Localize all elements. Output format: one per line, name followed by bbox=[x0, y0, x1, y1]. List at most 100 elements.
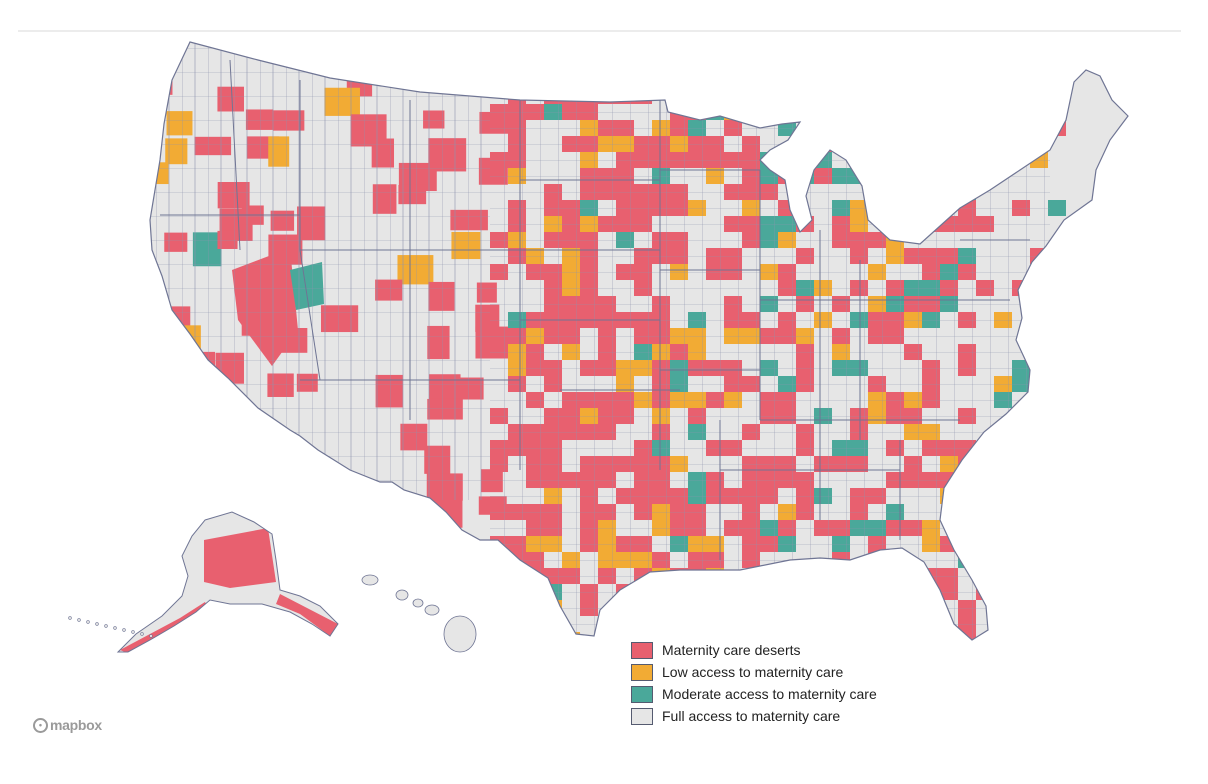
county-shape[interactable] bbox=[544, 616, 562, 632]
county-shape[interactable] bbox=[958, 488, 976, 504]
county-shape[interactable] bbox=[958, 136, 976, 152]
county-shape[interactable] bbox=[490, 632, 508, 648]
county-shape[interactable] bbox=[850, 120, 868, 136]
county-shape[interactable] bbox=[850, 600, 868, 616]
county-shape[interactable] bbox=[598, 40, 616, 56]
county-shape[interactable] bbox=[976, 456, 994, 472]
county-shape[interactable] bbox=[706, 88, 724, 104]
county-shape[interactable] bbox=[814, 136, 832, 152]
hawaii-island[interactable] bbox=[395, 589, 409, 601]
county-shape[interactable] bbox=[958, 88, 976, 104]
county-shape[interactable] bbox=[796, 40, 814, 56]
county-shape[interactable] bbox=[670, 584, 688, 600]
county-shape[interactable] bbox=[1048, 344, 1066, 360]
county-shape[interactable] bbox=[544, 72, 562, 88]
county-shape[interactable] bbox=[868, 136, 886, 152]
county-shape[interactable] bbox=[652, 72, 670, 88]
county-shape[interactable] bbox=[508, 648, 526, 664]
county-shape[interactable] bbox=[778, 40, 796, 56]
county-shape[interactable] bbox=[886, 552, 904, 568]
alaska-county-layer[interactable] bbox=[120, 528, 338, 654]
county-shape[interactable] bbox=[976, 56, 994, 72]
county-shape[interactable] bbox=[322, 472, 357, 504]
county-shape[interactable] bbox=[904, 72, 922, 88]
county-shape[interactable] bbox=[544, 56, 562, 72]
county-shape[interactable] bbox=[778, 616, 796, 632]
county-shape[interactable] bbox=[427, 498, 463, 528]
county-shape[interactable] bbox=[850, 40, 868, 56]
county-shape[interactable] bbox=[958, 120, 976, 136]
county-shape[interactable] bbox=[940, 120, 958, 136]
county-shape[interactable] bbox=[634, 56, 652, 72]
county-shape[interactable] bbox=[634, 600, 652, 616]
county-shape[interactable] bbox=[904, 200, 922, 216]
county-shape[interactable] bbox=[958, 40, 976, 56]
county-shape[interactable] bbox=[814, 568, 832, 584]
county-shape[interactable] bbox=[216, 402, 253, 432]
county-shape[interactable] bbox=[922, 40, 940, 56]
county-shape[interactable] bbox=[850, 152, 868, 168]
county-shape[interactable] bbox=[868, 40, 886, 56]
county-shape[interactable] bbox=[886, 168, 904, 184]
county-shape[interactable] bbox=[760, 56, 778, 72]
county-shape[interactable] bbox=[480, 61, 508, 85]
county-shape[interactable] bbox=[940, 632, 958, 648]
county-shape[interactable] bbox=[688, 40, 706, 56]
county-shape[interactable] bbox=[1048, 328, 1066, 344]
county-shape[interactable] bbox=[940, 184, 958, 200]
county-shape[interactable] bbox=[850, 584, 868, 600]
county-shape[interactable] bbox=[508, 40, 526, 56]
hawaii-island[interactable] bbox=[412, 598, 424, 608]
county-shape[interactable] bbox=[1048, 280, 1066, 296]
county-shape[interactable] bbox=[1048, 264, 1066, 280]
county-shape[interactable] bbox=[138, 328, 170, 360]
county-shape[interactable] bbox=[868, 168, 886, 184]
county-shape[interactable] bbox=[1048, 72, 1066, 88]
county-shape[interactable] bbox=[868, 600, 886, 616]
county-shape[interactable] bbox=[580, 648, 598, 664]
county-shape[interactable] bbox=[652, 584, 670, 600]
county-shape[interactable] bbox=[490, 648, 508, 664]
county-shape[interactable] bbox=[814, 616, 832, 632]
county-shape[interactable] bbox=[490, 616, 508, 632]
county-shape[interactable] bbox=[778, 600, 796, 616]
county-shape[interactable] bbox=[688, 88, 706, 104]
county-shape[interactable] bbox=[120, 602, 210, 654]
county-shape[interactable] bbox=[1048, 648, 1066, 664]
county-shape[interactable] bbox=[616, 72, 634, 88]
county-shape[interactable] bbox=[922, 648, 940, 664]
county-shape[interactable] bbox=[652, 600, 670, 616]
county-shape[interactable] bbox=[670, 40, 688, 56]
county-shape[interactable] bbox=[958, 56, 976, 72]
county-shape[interactable] bbox=[760, 584, 778, 600]
county-shape[interactable] bbox=[832, 584, 850, 600]
county-shape[interactable] bbox=[868, 552, 886, 568]
county-shape[interactable] bbox=[742, 56, 760, 72]
county-shape[interactable] bbox=[1030, 72, 1048, 88]
county-shape[interactable] bbox=[526, 632, 544, 648]
county-shape[interactable] bbox=[1012, 88, 1030, 104]
county-shape[interactable] bbox=[904, 40, 922, 56]
county-shape[interactable] bbox=[850, 72, 868, 88]
county-shape[interactable] bbox=[994, 472, 1012, 488]
county-shape[interactable] bbox=[958, 168, 976, 184]
county-shape[interactable] bbox=[490, 552, 508, 568]
county-shape[interactable] bbox=[598, 56, 616, 72]
county-shape[interactable] bbox=[796, 152, 814, 168]
county-shape[interactable] bbox=[796, 56, 814, 72]
county-shape[interactable] bbox=[276, 594, 338, 636]
county-shape[interactable] bbox=[244, 471, 274, 492]
county-shape[interactable] bbox=[940, 136, 958, 152]
county-shape[interactable] bbox=[958, 648, 976, 664]
county-shape[interactable] bbox=[294, 469, 319, 495]
county-shape[interactable] bbox=[976, 136, 994, 152]
county-shape[interactable] bbox=[922, 120, 940, 136]
county-shape[interactable] bbox=[976, 88, 994, 104]
county-shape[interactable] bbox=[814, 600, 832, 616]
county-shape[interactable] bbox=[688, 56, 706, 72]
county-shape[interactable] bbox=[958, 72, 976, 88]
hawaii-island[interactable] bbox=[424, 604, 440, 616]
county-shape[interactable] bbox=[994, 88, 1012, 104]
county-shape[interactable] bbox=[958, 504, 976, 520]
